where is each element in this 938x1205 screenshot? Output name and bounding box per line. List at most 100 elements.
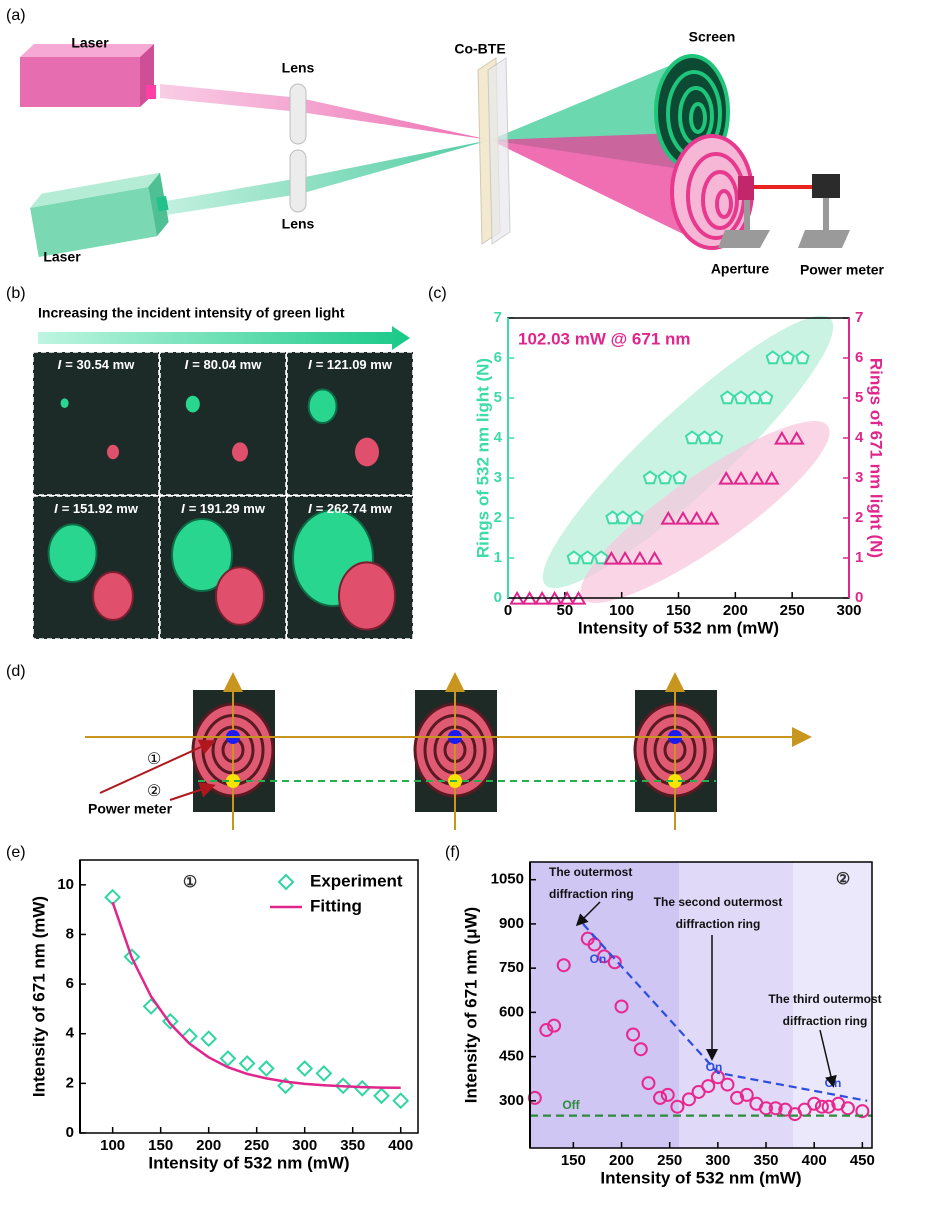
value: = 191.29 mw	[189, 501, 266, 516]
label: Aperture	[711, 261, 770, 277]
red-spot	[355, 437, 379, 467]
point	[821, 1099, 836, 1114]
point	[642, 470, 658, 485]
annotation: diffraction ring	[676, 917, 761, 931]
green-spot	[47, 523, 98, 584]
power-meter	[798, 174, 850, 248]
y-tick-label: 4	[66, 1025, 75, 1042]
point	[788, 430, 805, 445]
laser-bottom	[30, 172, 169, 258]
x-tick-label: 450	[850, 1152, 875, 1169]
f-arrows	[575, 901, 837, 1088]
point	[277, 1077, 294, 1095]
cell-border	[286, 495, 414, 640]
cell-label: I = 151.92 mw	[54, 501, 139, 516]
photo	[287, 352, 413, 495]
x-tick-label: 400	[388, 1137, 413, 1154]
point	[708, 430, 724, 445]
y-axis-label: Intensity of 671 nm (mW)	[29, 896, 48, 1097]
arrow	[575, 901, 601, 927]
y2-tick-label: 2	[855, 509, 863, 526]
value: = 151.92 mw	[62, 501, 139, 516]
annotation: ②	[836, 871, 850, 888]
green-beam	[160, 140, 490, 216]
red-spot	[232, 442, 248, 462]
image-grid: I = 30.54 mw I = 80.04 mw I = 121.09 mwI = 151…	[32, 351, 414, 640]
x-tick-label: 100	[609, 602, 634, 619]
point	[718, 470, 735, 485]
point	[670, 1099, 685, 1114]
point	[373, 1087, 390, 1105]
annotation: diffraction ring	[549, 887, 634, 901]
symbol: I	[185, 357, 189, 372]
cell-label: I = 80.04 mw	[185, 357, 263, 372]
point	[539, 1023, 554, 1038]
panel-b: (b) Increasing the incident intensity of…	[6, 285, 414, 640]
panel-label: (c)	[428, 285, 447, 302]
y-tick-label: 1	[494, 549, 502, 566]
x-tick-label: 50	[556, 602, 573, 619]
x-tick-label: 350	[754, 1152, 779, 1169]
annotation: The third outermost	[768, 992, 881, 1006]
images	[191, 672, 717, 830]
label: Laser	[71, 35, 109, 51]
point	[759, 1101, 774, 1116]
x-axis-label: Intensity of 532 nm (mW)	[578, 618, 779, 637]
x-tick-label: 250	[657, 1152, 682, 1169]
cell-label: I = 121.09 mw	[308, 357, 393, 372]
point	[615, 510, 631, 525]
x-tick-label: 150	[666, 602, 691, 619]
point	[768, 1101, 783, 1116]
symbol: I	[181, 501, 185, 516]
x-tick-label: 300	[836, 602, 861, 619]
x-tick-label: 200	[723, 602, 748, 619]
y-tick-label: 0	[494, 589, 502, 606]
point	[748, 470, 765, 485]
label: Lens	[282, 60, 315, 76]
point	[566, 550, 582, 565]
point	[238, 1055, 256, 1072]
photo	[160, 352, 286, 495]
symbol: I	[58, 357, 62, 372]
annotation: 102.03 mW @ 671 nm	[518, 329, 691, 348]
point	[607, 955, 622, 970]
panel-d: (d) ① ② Power meter	[6, 663, 812, 830]
x-axis-label: Intensity of 532 nm (mW)	[148, 1153, 349, 1172]
point	[580, 550, 595, 565]
y-tick-label: 750	[499, 959, 524, 976]
point	[733, 390, 749, 405]
panel-label: (d)	[6, 663, 26, 680]
chart: 100 150 200 250 300 350 400 0 2 4 6 8 10 Intensity of…	[29, 859, 419, 1172]
green-spot	[307, 388, 338, 425]
y-tick-label: 8	[66, 925, 74, 942]
probe	[226, 774, 240, 788]
y2-tick-label: 5	[855, 389, 863, 406]
red-spot	[338, 561, 396, 631]
point	[657, 470, 673, 485]
x-tick-label: 150	[561, 1152, 586, 1169]
point	[547, 1018, 562, 1033]
point	[758, 390, 774, 405]
point	[814, 1099, 829, 1114]
red-spot	[107, 444, 119, 460]
point	[660, 510, 677, 525]
point	[200, 1030, 218, 1048]
green-spot	[60, 398, 69, 409]
point	[257, 1060, 275, 1077]
y2-tick-label: 3	[855, 469, 863, 486]
frame	[79, 859, 419, 1134]
annotation: Off	[562, 1098, 580, 1112]
point	[765, 350, 781, 365]
point	[660, 1087, 675, 1102]
point	[629, 510, 644, 525]
annotation: ①	[183, 874, 197, 891]
panel-label: (f)	[445, 844, 460, 861]
x-tick-label: 150	[148, 1137, 173, 1154]
point	[633, 1042, 648, 1057]
green-spot	[171, 518, 233, 592]
value: = 121.09 mw	[316, 357, 393, 372]
cell-border	[286, 351, 414, 496]
probe	[668, 774, 682, 788]
label: Power meter	[800, 262, 885, 278]
